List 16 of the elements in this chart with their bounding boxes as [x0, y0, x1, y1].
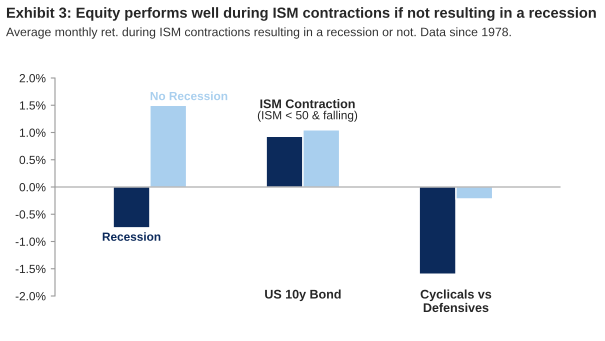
y-tick-label: 1.5% — [20, 101, 46, 110]
y-tick-label: 1.0% — [20, 128, 46, 137]
chart-subtitle: Average monthly ret. during ISM contractions resulting in a recession or not. Data since 1978. — [6, 27, 511, 39]
chart-title: Exhibit 3: Equity performs well during ISM contractions if not resulting in a recession — [6, 7, 596, 21]
x-tick-label: Cyclicals vs Defensives — [420, 289, 492, 312]
series-label: No Recession — [150, 92, 228, 100]
y-tick-label: 0.5% — [20, 156, 46, 164]
y-tick-label: 0.0% — [20, 183, 46, 192]
series-label: Recession — [102, 232, 160, 241]
annotation: ISM Contraction (ISM < 50 & falling) — [258, 99, 358, 122]
y-tick-label: 2.0% — [20, 74, 46, 82]
x-tick-label: US 10y Bond — [265, 289, 341, 302]
y-tick-label: -1.5% — [16, 264, 46, 274]
y-tick-label: -1.0% — [16, 238, 46, 246]
y-tick-label: -0.5% — [16, 210, 46, 219]
y-tick-label: -2.0% — [16, 292, 46, 300]
